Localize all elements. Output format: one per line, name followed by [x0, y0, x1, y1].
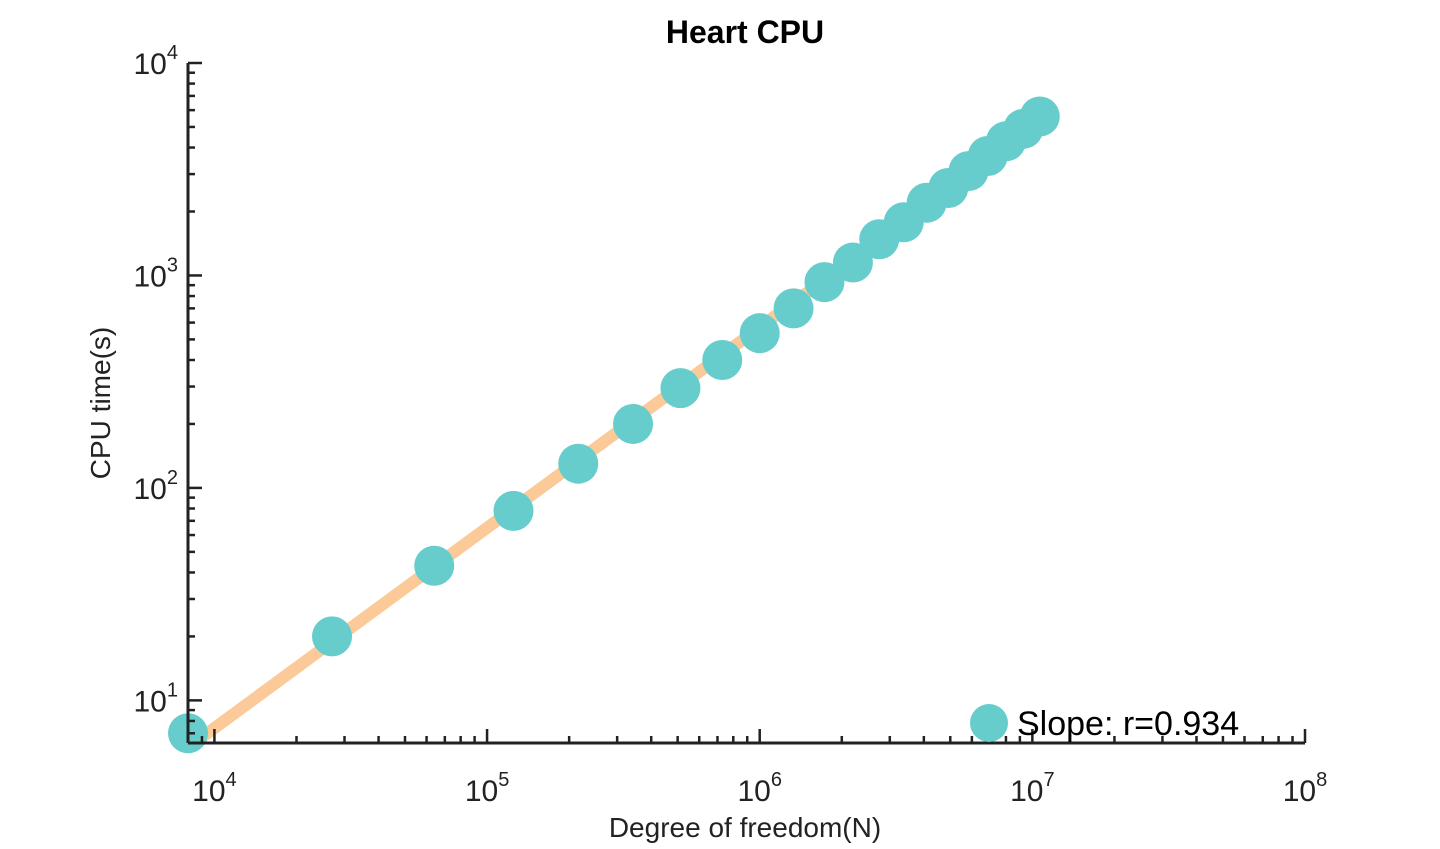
y-tick-label: 104: [134, 42, 179, 81]
x-tick-label: 104: [192, 769, 237, 808]
data-point: [613, 403, 654, 444]
x-tick-label: 107: [1010, 769, 1055, 808]
legend-marker: [970, 704, 1008, 742]
axis-ticks: [186, 61, 1307, 743]
data-point: [1019, 96, 1060, 137]
y-tick-label: 102: [134, 467, 179, 506]
data-point: [804, 262, 845, 303]
data-point: [832, 242, 873, 283]
data-point: [660, 368, 701, 409]
y-axis-label: CPU time(s): [85, 327, 116, 479]
legend: Slope: r=0.934: [970, 704, 1239, 743]
data-point: [739, 313, 780, 354]
data-point: [493, 490, 534, 531]
scatter-points: [168, 96, 1060, 754]
chart-title: Heart CPU: [666, 14, 824, 50]
x-axis-label: Degree of freedom(N): [609, 812, 881, 843]
axes: [186, 63, 1305, 745]
y-tick-label: 101: [134, 679, 179, 718]
data-point: [702, 340, 743, 381]
data-point: [414, 545, 455, 586]
legend-label: Slope: r=0.934: [1017, 705, 1239, 743]
x-tick-label: 105: [465, 769, 510, 808]
tick-labels: 104 105 106 107 108 101 102 103 104: [134, 42, 1328, 808]
x-tick-label: 106: [737, 769, 782, 808]
y-tick-label: 103: [134, 254, 179, 293]
data-point: [773, 288, 814, 329]
data-point: [312, 616, 353, 657]
data-point: [558, 443, 599, 484]
x-tick-label: 108: [1283, 769, 1328, 808]
